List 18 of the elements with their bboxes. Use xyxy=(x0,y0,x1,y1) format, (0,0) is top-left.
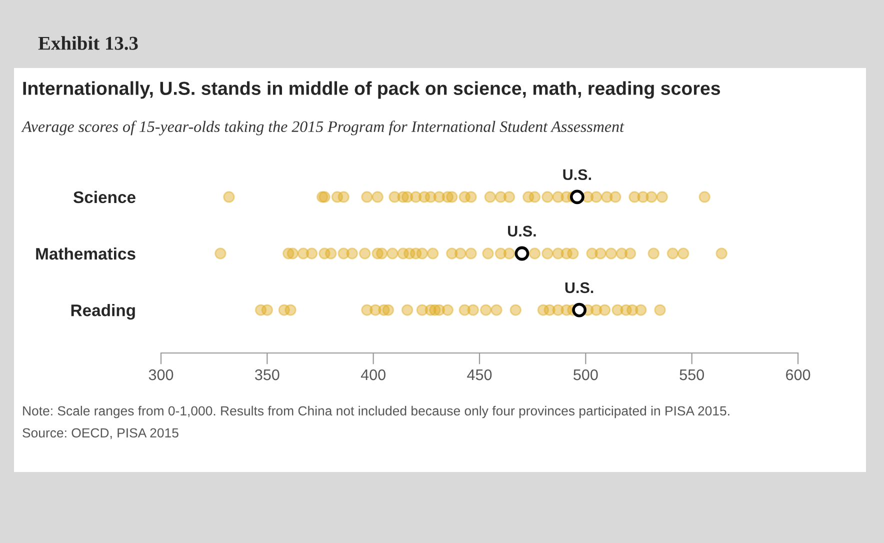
chart-title: Internationally, U.S. stands in middle of pack on science, math, reading scores xyxy=(23,81,720,99)
source-note: Source: OECD, PISA 2015 xyxy=(22,428,178,440)
x-tick-label: 450 xyxy=(467,369,492,380)
text: U.S. xyxy=(563,169,591,180)
text: Exhibit 13.3 xyxy=(38,36,138,50)
chart-subtitle: Average scores of 15-year-olds taking the 2015 Program for International Student Assessment xyxy=(21,120,624,136)
x-tick-label: 500 xyxy=(574,369,598,380)
x-tick-label: 350 xyxy=(255,369,280,380)
x-tick-label: 600 xyxy=(786,369,810,380)
y-tick-label: Mathematics xyxy=(36,247,136,260)
x-tick-label: 400 xyxy=(360,369,386,380)
x-tick-label: 550 xyxy=(680,369,704,380)
y-tick-label: Reading xyxy=(71,304,135,320)
y-tick-label: Science xyxy=(73,190,136,204)
text: U.S. xyxy=(565,282,594,294)
text: Note: Scale ranges from 0-1,000. Results from China not included because only four provinces participated in PISA 2015. xyxy=(23,406,730,418)
series-label: U.S. xyxy=(508,226,536,237)
x-tick-label: 300 xyxy=(148,369,174,380)
